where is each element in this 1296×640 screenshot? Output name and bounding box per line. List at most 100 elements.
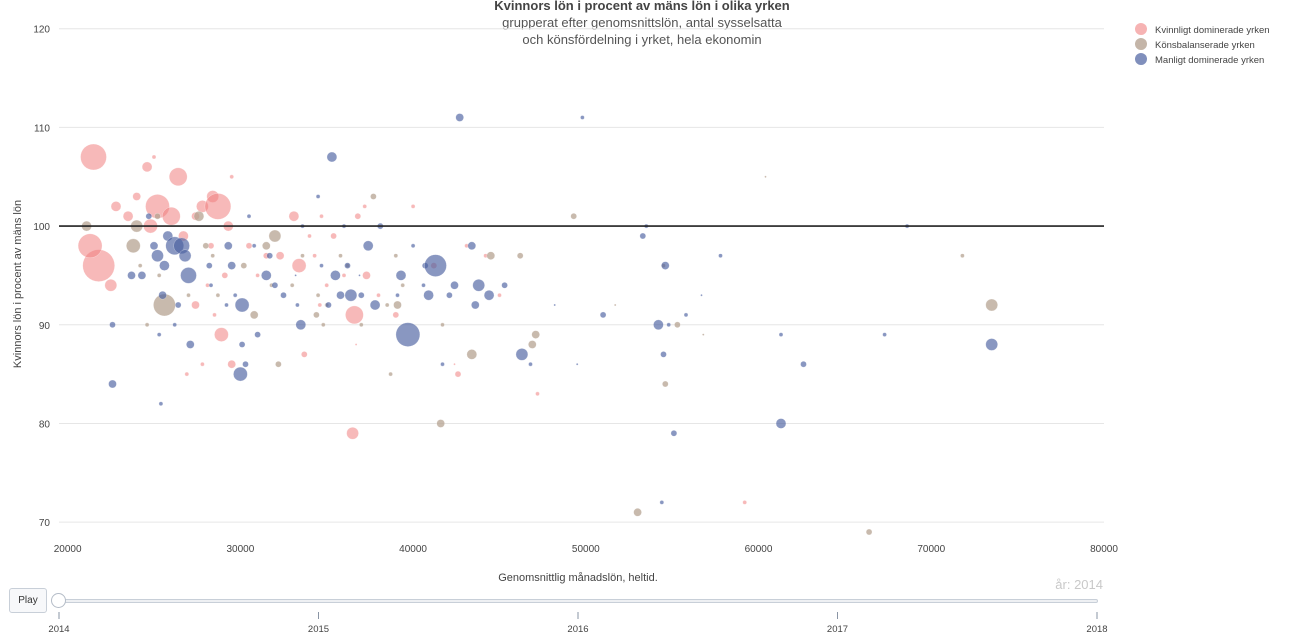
bubble-female-dominated [168,167,188,187]
legend: Kvinnligt dominerade yrken Könsbalansera… [1135,23,1270,66]
frame-year-label: år: 2014 [1055,577,1103,592]
bubble-male-dominated [330,270,341,281]
bubbles [77,113,998,536]
bubble-female-dominated [191,300,200,310]
bubble-gender-balanced [154,212,161,220]
bubble-gender-balanced [633,508,642,517]
bubble-male-dominated [882,332,887,337]
bubble-female-dominated [319,213,324,219]
bubble-male-dominated [254,331,261,338]
x-tick-label: 60000 [745,544,773,555]
year-slider-track[interactable] [57,599,1098,603]
bubble-male-dominated [109,321,116,329]
bubble-female-dominated [354,343,358,346]
bubble-male-dominated [440,361,445,367]
bubble-male-dominated [410,243,416,249]
bubble-female-dominated [535,391,540,397]
bubble-male-dominated [261,270,272,281]
bubble-female-dominated [301,351,308,358]
bubble-male-dominated [280,291,287,299]
bubble-female-dominated [354,212,362,220]
chart-title: Kvinnors lön i procent av mäns lön i oli… [494,0,790,13]
bubble-gender-balanced [300,253,305,258]
bubble-female-dominated [392,311,400,319]
bubble-male-dominated [358,291,365,299]
bubble-male-dominated [271,282,279,289]
bubble-male-dominated [501,282,508,289]
bubble-gender-balanced [702,333,705,336]
bubble-male-dominated [206,262,213,269]
bubble-gender-balanced [613,303,617,307]
bubble-male-dominated [395,292,400,298]
bubble-female-dominated [453,362,456,366]
bubble-female-dominated [212,312,217,318]
bubble-male-dominated [575,362,579,366]
bubble-gender-balanced [960,253,965,258]
bubble-male-dominated [137,271,147,280]
year-slider-handle[interactable] [51,593,66,608]
x-tick-label: 80000 [1090,544,1118,555]
bubble-female-dominated [362,271,371,280]
bubble-gender-balanced [359,322,364,328]
y-axis-label: Kvinnors lön i procent av mäns lön [12,200,24,368]
slider-tick-label: 2017 [827,624,848,635]
bubble-male-dominated [145,212,153,220]
bubble-male-dominated [246,213,252,219]
bubble-male-dominated [232,292,238,298]
bubble-male-dominated [670,430,678,437]
bubble-gender-balanced [384,302,390,308]
bubble-female-dominated [410,204,416,209]
bubble-female-dominated [362,204,367,209]
bubble-female-dominated [151,154,157,160]
y-tick-label: 80 [39,419,51,430]
bubble-female-dominated [162,206,181,226]
bubble-male-dominated [174,301,182,309]
bubble-gender-balanced [400,283,405,288]
bubble-female-dominated [227,359,236,369]
bubble-female-dominated [214,327,229,342]
bubble-gender-balanced [985,298,998,312]
slider-tick-label: 2016 [567,624,588,635]
bubble-female-dominated [275,251,285,260]
bubble-gender-balanced [126,238,141,254]
bubble-male-dominated [718,253,723,258]
legend-marker-balanced [1135,38,1147,50]
legend-label-male: Manligt dominerade yrken [1155,55,1264,66]
bubble-male-dominated [528,361,533,367]
bubble-gender-balanced [156,273,162,278]
bubble-male-dominated [344,262,351,269]
y-tick-label: 100 [33,222,50,233]
bubble-male-dominated [778,332,784,337]
bubble-male-dominated [775,418,787,429]
bubble-gender-balanced [193,210,205,222]
bubble-male-dominated [599,311,607,319]
bubble-male-dominated [683,312,689,318]
chart-subtitle-line-1: grupperat efter genomsnittslön, antal sy… [502,15,782,30]
bubble-male-dominated [639,232,647,240]
bubble-male-dominated [395,322,421,347]
bubble-male-dominated [158,290,167,300]
legend-marker-female [1135,23,1147,35]
play-button[interactable]: Play [9,588,47,613]
bubble-male-dominated [467,241,477,251]
bubble-male-dominated [800,360,807,368]
bubble-female-dominated [110,201,122,212]
y-tick-label: 90 [39,321,51,332]
bubble-male-dominated [344,288,358,302]
bubble-gender-balanced [388,371,393,377]
x-tick-label: 70000 [917,544,945,555]
bubble-male-dominated [234,297,250,313]
bubble-male-dominated [159,260,170,271]
bubble-male-dominated [985,338,998,351]
x-tick-label: 50000 [572,544,600,555]
bubble-gender-balanced [674,321,681,329]
gridlines [59,28,1104,523]
bubble-gender-balanced [262,241,271,251]
bubble-female-dominated [122,210,134,222]
bubble-female-dominated [330,232,337,240]
bubble-male-dominated [295,319,307,331]
bubble-female-dominated [454,370,462,378]
y-tick-label: 70 [39,518,51,529]
bubble-male-dominated [178,249,192,262]
bubble-gender-balanced [370,193,377,200]
